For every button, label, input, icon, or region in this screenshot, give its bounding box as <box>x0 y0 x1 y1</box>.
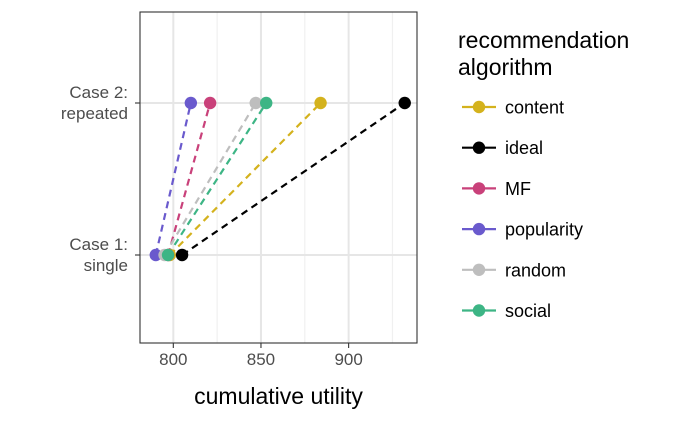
legend-label-random: random <box>505 260 566 280</box>
x-axis-title: cumulative utility <box>194 383 363 409</box>
legend-label-mf: MF <box>505 179 531 199</box>
legend-title: recommendation algorithm <box>458 27 629 80</box>
data-point-social-case2 <box>260 96 273 110</box>
y-tick-label: Case 2: repeated <box>61 83 128 123</box>
y-tick-label: Case 1: single <box>69 235 128 275</box>
x-tick-label: 850 <box>247 350 275 369</box>
legend-key-point-random <box>472 263 486 276</box>
legend-label-popularity: popularity <box>505 220 583 240</box>
legend-label-content: content <box>505 98 564 118</box>
legend-label-social: social <box>505 301 551 321</box>
legend: recommendation algorithm content ideal MF pop… <box>458 27 629 321</box>
x-tick-label: 800 <box>159 350 187 369</box>
data-point-ideal-case2 <box>398 96 411 110</box>
series-connector-popularity <box>154 102 192 256</box>
legend-key-point-social <box>472 304 486 317</box>
series-layer <box>149 96 411 262</box>
data-point-social-case1 <box>161 248 175 262</box>
data-point-popularity-case1 <box>149 248 162 262</box>
axes: 800 850 900 Case 1: single Case 2: repeated <box>61 83 363 369</box>
legend-key-point-content <box>472 100 486 114</box>
series-connector-mf <box>166 102 212 256</box>
data-point-mf-case2 <box>203 96 217 110</box>
legend-label-ideal: ideal <box>505 138 543 158</box>
legend-key-point-mf <box>472 182 486 195</box>
legend-key-point-ideal <box>472 141 486 154</box>
data-point-random-case2 <box>249 96 262 110</box>
series-connector-social <box>167 102 268 256</box>
series-connector-ideal <box>181 102 406 256</box>
data-point-popularity-case2 <box>184 96 198 110</box>
data-point-content-case2 <box>314 96 327 110</box>
legend-key-point-popularity <box>472 222 486 236</box>
plot-panel-background <box>140 12 417 343</box>
plot-panel-border <box>139 11 418 344</box>
series-connector-random <box>163 102 257 256</box>
data-point-ideal-case1 <box>175 248 189 262</box>
x-tick-label: 900 <box>334 350 362 369</box>
